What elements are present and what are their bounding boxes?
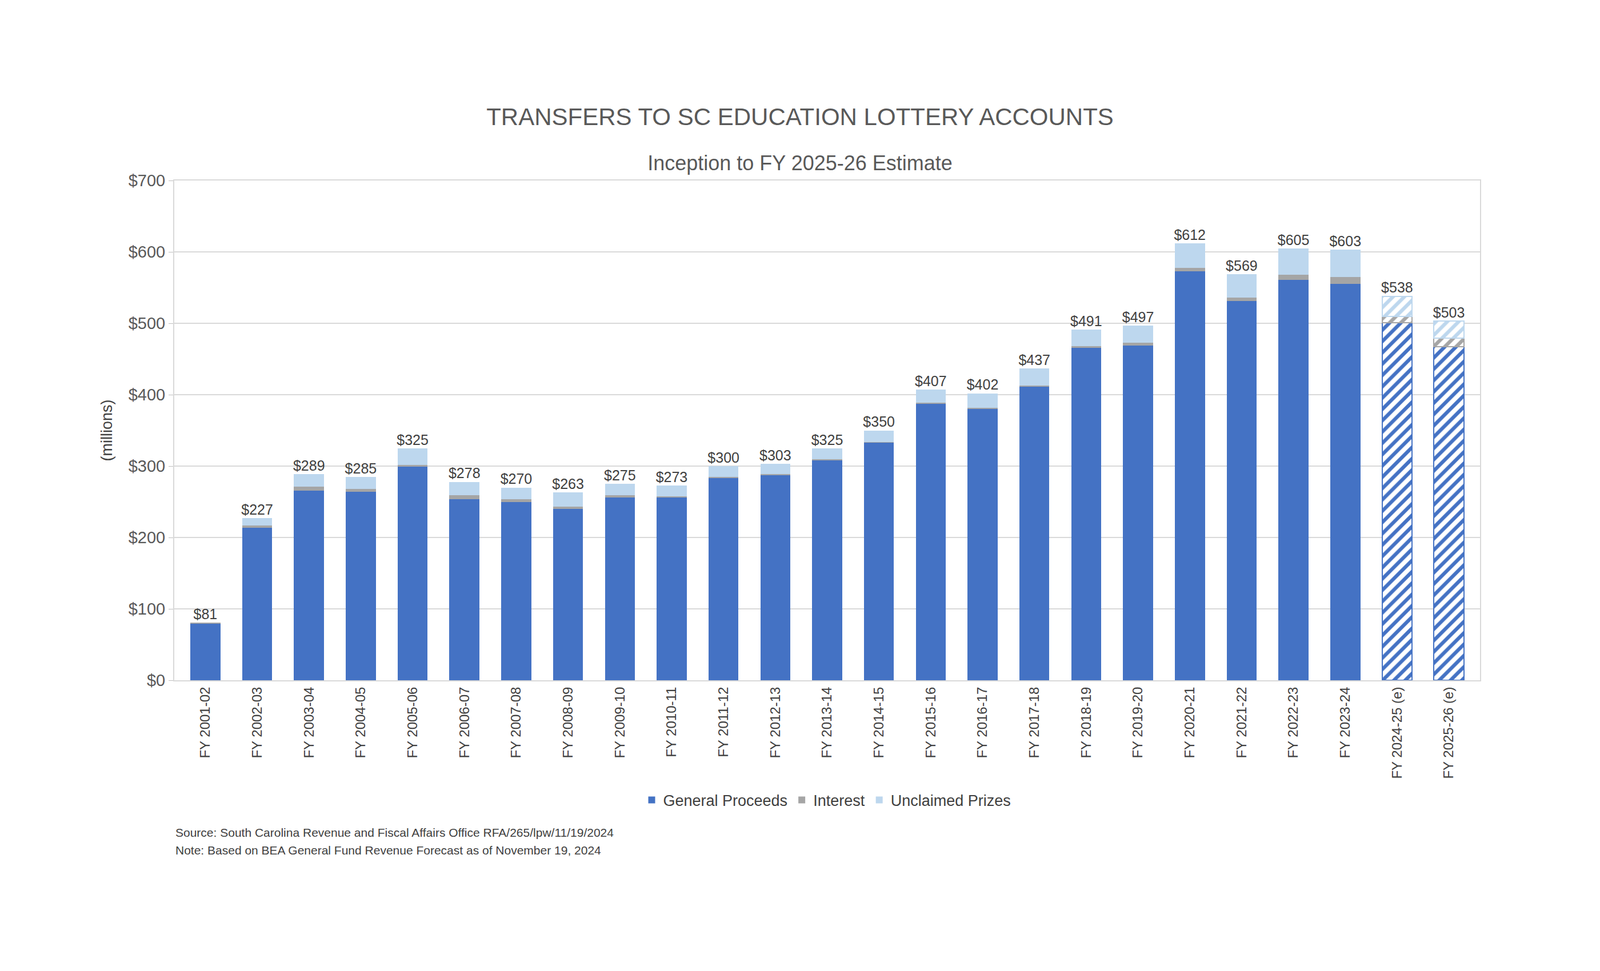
- svg-text:$227: $227: [241, 501, 274, 518]
- svg-text:FY 2025-26 (e): FY 2025-26 (e): [1440, 687, 1456, 780]
- svg-text:$285: $285: [345, 460, 378, 477]
- svg-text:TRANSFERS TO SC EDUCATION LOTT: TRANSFERS TO SC EDUCATION LOTTERY ACCOUN…: [486, 103, 1114, 131]
- svg-text:FY 2009-10: FY 2009-10: [612, 687, 628, 759]
- svg-text:$278: $278: [448, 465, 481, 482]
- svg-text:FY 2006-07: FY 2006-07: [456, 687, 472, 759]
- svg-text:$200: $200: [128, 528, 166, 547]
- svg-text:$350: $350: [862, 413, 895, 430]
- svg-text:General Proceeds: General Proceeds: [663, 792, 788, 810]
- svg-text:$600: $600: [128, 242, 166, 262]
- svg-text:FY 2013-14: FY 2013-14: [818, 687, 835, 759]
- svg-text:Unclaimed Prizes: Unclaimed Prizes: [890, 792, 1011, 810]
- svg-text:$612: $612: [1173, 226, 1206, 243]
- svg-text:FY 2020-21: FY 2020-21: [1181, 687, 1198, 759]
- svg-text:$700: $700: [128, 171, 166, 190]
- svg-text:Interest: Interest: [813, 792, 866, 810]
- svg-text:$400: $400: [128, 385, 166, 404]
- svg-text:FY 2022-23: FY 2022-23: [1285, 687, 1301, 759]
- svg-text:Source: South Carolina Revenue: Source: South Carolina Revenue and Fisca…: [175, 826, 614, 840]
- svg-text:$605: $605: [1277, 232, 1310, 248]
- svg-text:FY 2021-22: FY 2021-22: [1233, 687, 1250, 759]
- svg-text:FY 2004-05: FY 2004-05: [352, 687, 368, 759]
- svg-text:$289: $289: [293, 457, 326, 474]
- svg-text:$503: $503: [1433, 304, 1466, 321]
- svg-text:$491: $491: [1070, 313, 1103, 330]
- svg-text:FY 2023-24: FY 2023-24: [1337, 687, 1353, 759]
- svg-text:$500: $500: [128, 314, 166, 333]
- svg-text:$100: $100: [128, 600, 166, 619]
- svg-text:FY 2007-08: FY 2007-08: [508, 687, 524, 759]
- svg-text:FY 2016-17: FY 2016-17: [974, 687, 990, 759]
- svg-text:$81: $81: [193, 606, 218, 623]
- svg-text:$325: $325: [396, 432, 429, 448]
- svg-text:FY 2018-19: FY 2018-19: [1078, 687, 1094, 759]
- svg-text:$407: $407: [914, 373, 947, 390]
- svg-text:FY 2005-06: FY 2005-06: [404, 687, 420, 759]
- svg-text:$300: $300: [707, 449, 740, 466]
- svg-text:FY 2002-03: FY 2002-03: [249, 687, 265, 759]
- svg-text:$275: $275: [604, 467, 636, 484]
- svg-text:FY 2008-09: FY 2008-09: [560, 687, 576, 759]
- svg-text:FY 2001-02: FY 2001-02: [197, 687, 213, 759]
- svg-text:FY 2003-04: FY 2003-04: [301, 687, 317, 759]
- svg-text:$437: $437: [1018, 352, 1051, 368]
- svg-text:Inception to FY 2025-26 Estima: Inception to FY 2025-26 Estimate: [647, 151, 953, 175]
- svg-text:FY 2010-11: FY 2010-11: [663, 687, 679, 758]
- svg-text:Note: Based on BEA General Fun: Note: Based on BEA General Fund Revenue …: [175, 844, 602, 858]
- svg-text:$325: $325: [811, 432, 844, 448]
- svg-text:FY 2011-12: FY 2011-12: [715, 687, 731, 758]
- svg-text:FY 2015-16: FY 2015-16: [922, 687, 939, 759]
- svg-text:FY 2014-15: FY 2014-15: [870, 687, 887, 759]
- svg-text:$497: $497: [1122, 309, 1155, 326]
- svg-text:$300: $300: [128, 457, 166, 476]
- svg-text:FY 2012-13: FY 2012-13: [767, 687, 783, 759]
- svg-text:FY 2017-18: FY 2017-18: [1026, 687, 1042, 759]
- svg-text:$0: $0: [146, 671, 166, 690]
- svg-text:FY 2019-20: FY 2019-20: [1129, 687, 1146, 759]
- svg-text:(millions): (millions): [98, 400, 116, 462]
- svg-text:$402: $402: [966, 376, 999, 393]
- svg-text:$569: $569: [1225, 257, 1258, 274]
- svg-text:$303: $303: [759, 447, 792, 464]
- svg-text:$263: $263: [552, 476, 584, 492]
- svg-text:$273: $273: [656, 469, 688, 486]
- svg-text:$270: $270: [500, 470, 533, 487]
- svg-text:FY 2024-25 (e): FY 2024-25 (e): [1389, 687, 1405, 780]
- svg-text:$538: $538: [1381, 279, 1414, 296]
- svg-text:$603: $603: [1329, 233, 1362, 250]
